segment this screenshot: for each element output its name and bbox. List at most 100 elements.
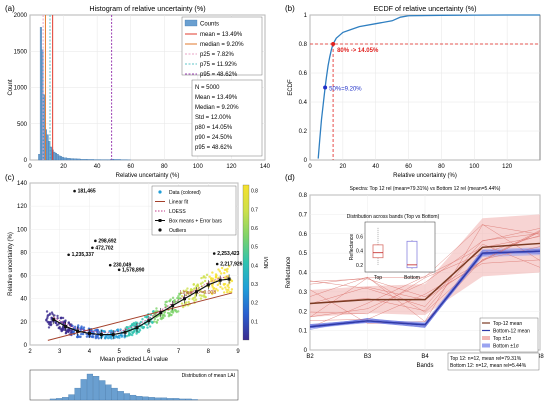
panel-c-point bbox=[119, 328, 122, 331]
panel-c-point bbox=[145, 316, 149, 319]
panel-c-point bbox=[198, 294, 202, 297]
panel-c-point bbox=[210, 291, 213, 294]
panel-c-point bbox=[64, 319, 67, 322]
panel-c-ytick: 60 bbox=[20, 274, 27, 280]
panel-d-ytick: 0.7 bbox=[299, 212, 308, 218]
panel-c-point bbox=[196, 284, 199, 288]
panel-c-point bbox=[96, 335, 99, 339]
panel-c-ytick: 140 bbox=[17, 181, 28, 187]
panel-c-point bbox=[113, 336, 116, 340]
panel-c-xtick: 6 bbox=[147, 349, 151, 355]
panel-c-point bbox=[141, 326, 144, 329]
panel-c-box-mean bbox=[227, 277, 231, 281]
panel-c-colorbar-label: NDVI bbox=[264, 257, 270, 269]
panel-c-inset-bar bbox=[68, 394, 75, 401]
panel-c-point bbox=[67, 321, 70, 325]
panel-c-point bbox=[156, 318, 160, 322]
panel-c-inset-bar bbox=[179, 398, 186, 401]
panel-c-xtick: 2 bbox=[28, 349, 32, 355]
panel-d-bottom-mean bbox=[309, 250, 541, 328]
panel-c-colorbar bbox=[242, 184, 250, 341]
panel-c-point bbox=[163, 310, 167, 314]
panel-c-ytick: 80 bbox=[20, 250, 27, 256]
panel-c-point bbox=[123, 336, 126, 339]
panel-c-point bbox=[50, 322, 53, 326]
panel-c-legend-entry: Outliers bbox=[169, 228, 187, 234]
panel-c-ylabel: Relative uncertainty (%) bbox=[8, 232, 14, 296]
panel-a-ytick: 1500 bbox=[14, 49, 28, 55]
panel-b-80-annotation: 80% -> 14.05% bbox=[337, 48, 379, 54]
panel-a-bar bbox=[63, 157, 68, 161]
panel-c-point bbox=[165, 300, 168, 303]
panel-d-inset-ytick: 0.4 bbox=[356, 249, 363, 255]
panel-c-ytick: 40 bbox=[20, 297, 27, 303]
panel-c-point bbox=[145, 323, 149, 327]
panel-c-outlier bbox=[117, 268, 121, 272]
panel-c-outlier-label: 181,465 bbox=[78, 189, 96, 195]
panel-c-inset-bar bbox=[74, 387, 81, 401]
panel-a-ytick: 0 bbox=[24, 158, 28, 164]
panel-d-summary-box bbox=[447, 352, 540, 371]
panel-c-point bbox=[220, 266, 224, 270]
panel-c-point bbox=[148, 325, 152, 328]
panel-a-bar bbox=[86, 159, 94, 161]
panel-c-point bbox=[172, 299, 175, 303]
panel-c-point bbox=[141, 318, 144, 321]
panel-c-inset-bar bbox=[142, 396, 149, 401]
panel-a-bar bbox=[38, 154, 41, 161]
panel-c-xlabel: Mean predicted LAI value bbox=[100, 357, 169, 363]
panel-a-xtick: 120 bbox=[226, 164, 237, 170]
panel-a-ytick: 1000 bbox=[14, 86, 28, 92]
panel-a-ytick: 2000 bbox=[14, 13, 28, 19]
panel-c-inset-bar bbox=[185, 398, 192, 401]
panel-c-point bbox=[59, 316, 62, 320]
panel-c-box-mean bbox=[218, 278, 222, 282]
panel-d-inset-ytick: 0.6 bbox=[356, 234, 363, 240]
panel-c-outlier bbox=[91, 246, 94, 250]
panel-a-bar bbox=[66, 158, 71, 161]
panel-b-xtick: 80 bbox=[438, 164, 445, 170]
panel-d-legend-entry: Top-12 mean bbox=[493, 321, 522, 327]
panel-c-legend-symbol bbox=[158, 219, 162, 222]
panel-d-legend-entry: Bottom ±1σ bbox=[493, 344, 520, 350]
panel-c-ytick: 0 bbox=[24, 343, 28, 349]
panel-c-point bbox=[100, 335, 103, 339]
panel-c-point bbox=[180, 294, 184, 298]
panel-c-point bbox=[194, 287, 197, 290]
panel-b-xtick: 0 bbox=[308, 164, 312, 170]
panel-c-outlier-label: 230,049 bbox=[113, 263, 131, 269]
panel-c-point bbox=[187, 300, 190, 304]
panel-a-legend-entry: p95 = 48.62% bbox=[200, 72, 238, 78]
panel-a-bar bbox=[43, 94, 46, 161]
panel-a-bar bbox=[73, 158, 78, 161]
panel-c-point bbox=[200, 276, 203, 280]
panel-a-bar bbox=[60, 156, 63, 161]
panel-c-point bbox=[54, 321, 58, 325]
panel-c-outlier-label: 1,235,337 bbox=[72, 252, 94, 258]
panel-d-xtick: B4 bbox=[421, 354, 429, 360]
panel-a-xtick: 100 bbox=[193, 164, 204, 170]
panel-c-inset-bar bbox=[99, 380, 106, 401]
panel-c-point bbox=[127, 332, 131, 336]
panel-c-outlier bbox=[94, 239, 97, 243]
panel-d-inset-ylabel: Reflectance bbox=[349, 234, 355, 261]
panel-c-point bbox=[48, 320, 52, 324]
panel-c-point bbox=[45, 319, 48, 322]
panel-d-inset-axes bbox=[364, 221, 436, 273]
panel-c-point bbox=[211, 285, 214, 289]
panel-d-summary-line: Top 12: n=12, mean rel=79.31% bbox=[450, 356, 522, 362]
panel-c-point bbox=[216, 289, 219, 292]
panel-c-point bbox=[114, 334, 118, 338]
panel-c-ytick: 20 bbox=[20, 320, 27, 326]
panel-a-bar bbox=[53, 151, 56, 161]
panel-c-point bbox=[201, 281, 204, 284]
panel-c-point bbox=[223, 268, 227, 272]
panel-c-point bbox=[228, 265, 231, 268]
panel-c-outlier-label: 2,253,423 bbox=[217, 251, 239, 257]
panel-b-ytick: 0.6 bbox=[299, 71, 308, 77]
panel-c-point bbox=[118, 336, 121, 339]
panel-c-inset-bar bbox=[117, 391, 124, 401]
panel-d-top-sample bbox=[309, 233, 541, 307]
panel-c-point bbox=[129, 324, 132, 328]
panel-a-bar bbox=[76, 158, 81, 161]
